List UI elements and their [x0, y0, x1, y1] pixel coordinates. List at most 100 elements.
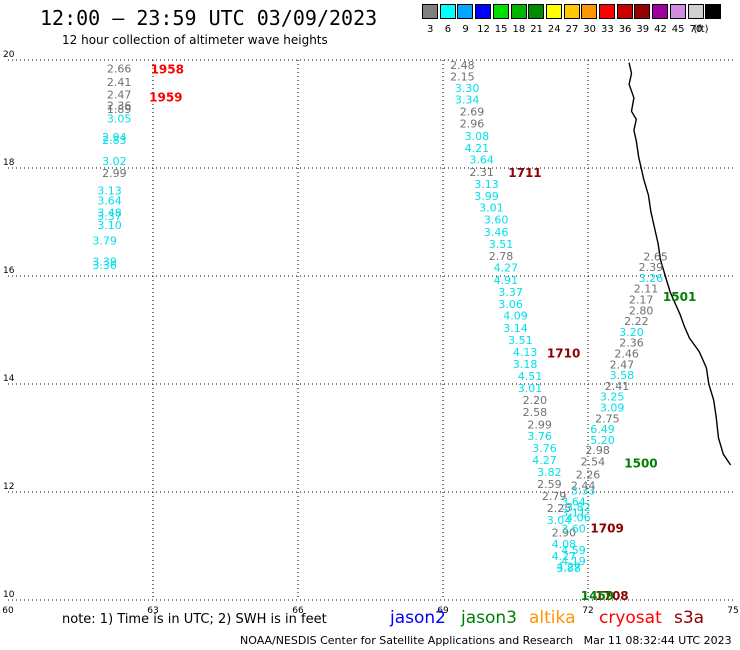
wave-height-label: 2.22 — [624, 315, 649, 328]
legend-label: 24 — [547, 24, 561, 35]
wave-height-label: 2.31 — [469, 166, 494, 179]
wave-height-label: 2.47 — [107, 88, 132, 101]
lon-tick-label: 75 — [727, 606, 738, 616]
legend-swatch — [599, 4, 615, 19]
pass-time-label: 1708 — [595, 589, 628, 603]
wave-height-label: 2.69 — [460, 106, 485, 119]
legend-label: 9 — [462, 24, 469, 35]
wave-height-label: 2.25 — [547, 502, 572, 515]
wave-height-label: 3.14 — [503, 322, 528, 335]
wave-height-label: 3.60 — [561, 523, 586, 536]
wave-height-label: 3.37 — [97, 210, 122, 223]
wave-height-label: 2.99 — [102, 167, 127, 180]
wave-height-label: 3.09 — [600, 402, 625, 415]
wave-height-label: 2.80 — [629, 304, 654, 317]
wave-height-label: 2.90 — [552, 526, 577, 539]
wave-height-label: 3.06 — [498, 298, 523, 311]
lon-tick-label: 69 — [437, 606, 449, 616]
wave-height-label: 3.76 — [527, 430, 552, 443]
lon-tick-label: 63 — [147, 606, 158, 616]
wave-height-label: 2.17 — [629, 294, 654, 307]
lon-tick-label: 72 — [582, 606, 593, 616]
wave-height-label: 4.19 — [561, 555, 586, 568]
wave-height-label: 3.11 — [561, 506, 586, 519]
wave-height-label: 2.83 — [102, 134, 127, 147]
wave-height-label: 2.99 — [527, 418, 552, 431]
wave-height-label: 1.89 — [107, 103, 132, 116]
wave-height-label: 3.30 — [455, 82, 480, 95]
legend-label: 21 — [530, 24, 543, 35]
wave-height-label: 3.13 — [474, 178, 499, 191]
wave-height-label: 3.39 — [92, 256, 117, 269]
wave-height-label: 3.34 — [455, 94, 480, 107]
legend-swatch — [528, 4, 545, 19]
wave-height-label: 2.41 — [605, 380, 630, 393]
wave-height-label: 2.94 — [102, 131, 127, 144]
pass-time-label: 1459 — [581, 589, 614, 603]
wave-height-label: 3.82 — [566, 501, 591, 514]
wave-height-label: 3.01 — [518, 382, 543, 395]
wave-height-label: 3.18 — [513, 358, 538, 371]
wave-height-label: 2.44 — [571, 479, 596, 492]
legend-swatch — [669, 4, 686, 19]
wave-height-label: 3.64 — [561, 496, 586, 509]
legend-label: 18 — [512, 24, 526, 35]
legend-label: 6 — [444, 24, 452, 35]
wave-height-label: 2.79 — [542, 490, 567, 503]
wave-height-label: 2.96 — [460, 118, 485, 131]
legend-label: 42 — [654, 24, 667, 35]
wave-height-label: 2.36 — [107, 100, 132, 113]
legend-swatch — [563, 4, 580, 19]
wave-height-label: 4.27 — [552, 550, 577, 563]
wave-height-label: 3.36 — [92, 259, 117, 272]
legend-swatch — [510, 4, 527, 19]
wave-height-label: 3.51 — [489, 238, 514, 251]
wave-height-label: 2.36 — [619, 337, 644, 350]
wave-height-label: 3.08 — [465, 130, 490, 143]
wave-height-label: 3.04 — [547, 514, 572, 527]
wave-height-label: 3.26 — [639, 272, 664, 285]
wave-height-label: 6.49 — [590, 423, 615, 436]
legend-swatch — [581, 4, 598, 19]
coastline — [628, 62, 732, 466]
wave-height-label: 3.60 — [484, 214, 509, 227]
wave-height-label: 3.33 — [571, 485, 596, 498]
legend-cryosat: cryosat — [599, 608, 662, 628]
lat-tick-label: 18 — [3, 158, 15, 168]
wave-height-label: 2.59 — [537, 478, 562, 491]
legend-swatch — [616, 4, 633, 19]
wave-height-label: 3.13 — [97, 184, 122, 197]
wave-height-label: 2.46 — [614, 348, 639, 361]
pass-time-label: 1959 — [149, 91, 182, 105]
wave-height-label: 4.08 — [552, 538, 577, 551]
wave-height-label: 3.37 — [498, 286, 523, 299]
legend-label: 27 — [565, 24, 579, 35]
legend-swatch — [687, 4, 704, 19]
wave-height-label: 2.65 — [643, 250, 668, 263]
wave-height-label: 2.48 — [450, 59, 475, 72]
wave-height-label: 2.75 — [595, 412, 620, 425]
wave-height-label: 3.64 — [97, 195, 122, 208]
wave-height-label: 2.15 — [450, 71, 475, 84]
wave-height-label: 2.54 — [581, 456, 606, 469]
wave-height-label: 4.91 — [494, 274, 519, 287]
wave-height-label: 4.13 — [513, 346, 538, 359]
legend-jason3: jason3 — [461, 608, 517, 628]
legend-label: 15 — [494, 24, 508, 35]
wave-height-label: 3.05 — [107, 113, 132, 126]
legend-swatch — [457, 4, 474, 19]
legend-unit: (ft) — [693, 24, 709, 35]
pass-time-label: 1711 — [508, 166, 541, 180]
wave-height-label: 3.88 — [556, 562, 581, 575]
wave-height-label: 2.20 — [523, 394, 548, 407]
legend-swatch — [422, 4, 438, 19]
wave-height-label: 4.27 — [532, 454, 557, 467]
legend-altika: altika — [529, 608, 576, 628]
wave-height-label: 2.78 — [489, 250, 514, 263]
legend-jason2: jason2 — [390, 608, 446, 628]
wave-height-label: 3.64 — [469, 154, 494, 167]
legend-swatch — [652, 4, 669, 19]
wave-height-label: 4.27 — [494, 262, 519, 275]
wave-height-label: 3.79 — [92, 235, 117, 248]
wave-height-label: 2.41 — [107, 76, 132, 89]
